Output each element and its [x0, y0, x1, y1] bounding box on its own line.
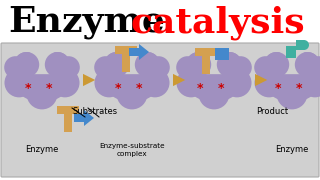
Circle shape [295, 52, 320, 77]
Circle shape [50, 68, 79, 97]
Text: *: * [218, 82, 224, 95]
Polygon shape [122, 54, 130, 72]
Circle shape [295, 52, 320, 77]
Text: catalysis: catalysis [130, 5, 305, 39]
Circle shape [229, 56, 252, 79]
Text: *: * [46, 82, 52, 95]
Circle shape [186, 52, 211, 77]
Circle shape [94, 56, 116, 79]
Polygon shape [74, 110, 94, 126]
Circle shape [27, 79, 57, 109]
Circle shape [4, 68, 34, 97]
FancyBboxPatch shape [1, 43, 319, 177]
Ellipse shape [186, 58, 242, 102]
Circle shape [217, 52, 242, 77]
Text: Enzyme-substrate
complex: Enzyme-substrate complex [99, 143, 165, 157]
Circle shape [45, 52, 70, 77]
Circle shape [148, 56, 170, 79]
Circle shape [199, 79, 229, 109]
FancyBboxPatch shape [120, 48, 144, 74]
Circle shape [94, 68, 124, 97]
Circle shape [299, 40, 309, 50]
Text: Enzyme: Enzyme [275, 145, 309, 154]
Circle shape [14, 52, 39, 77]
Polygon shape [129, 44, 149, 60]
Circle shape [45, 52, 70, 77]
Text: Enzyme: Enzyme [25, 145, 59, 154]
Circle shape [308, 56, 320, 79]
Text: *: * [136, 82, 142, 95]
Circle shape [300, 68, 320, 97]
Polygon shape [64, 114, 72, 132]
Text: *: * [296, 82, 302, 95]
Polygon shape [286, 40, 304, 58]
FancyBboxPatch shape [280, 48, 304, 74]
Ellipse shape [14, 58, 70, 102]
Circle shape [135, 52, 160, 77]
Circle shape [264, 52, 289, 77]
Circle shape [186, 52, 211, 77]
Text: *: * [115, 82, 121, 95]
Circle shape [104, 52, 129, 77]
Polygon shape [115, 46, 137, 54]
Text: *: * [275, 82, 281, 95]
Circle shape [4, 56, 27, 79]
Ellipse shape [104, 58, 160, 102]
Circle shape [222, 68, 252, 97]
Circle shape [135, 52, 160, 77]
Circle shape [254, 56, 276, 79]
Circle shape [176, 56, 199, 79]
Text: *: * [197, 82, 203, 95]
Circle shape [140, 68, 170, 97]
Text: *: * [25, 82, 31, 95]
Circle shape [177, 68, 206, 97]
Circle shape [276, 79, 308, 109]
Circle shape [254, 68, 284, 97]
FancyBboxPatch shape [202, 48, 226, 74]
Polygon shape [202, 56, 210, 74]
Polygon shape [57, 106, 79, 114]
Circle shape [264, 52, 289, 77]
Ellipse shape [264, 58, 320, 102]
Circle shape [116, 79, 148, 109]
Circle shape [104, 52, 129, 77]
Text: Substrates: Substrates [72, 107, 117, 116]
Text: Product: Product [256, 107, 288, 116]
Circle shape [14, 52, 39, 77]
FancyBboxPatch shape [215, 48, 229, 60]
Polygon shape [195, 48, 217, 56]
Text: Enzyme: Enzyme [8, 5, 165, 39]
Circle shape [217, 52, 242, 77]
FancyBboxPatch shape [30, 48, 54, 74]
Circle shape [57, 56, 80, 79]
